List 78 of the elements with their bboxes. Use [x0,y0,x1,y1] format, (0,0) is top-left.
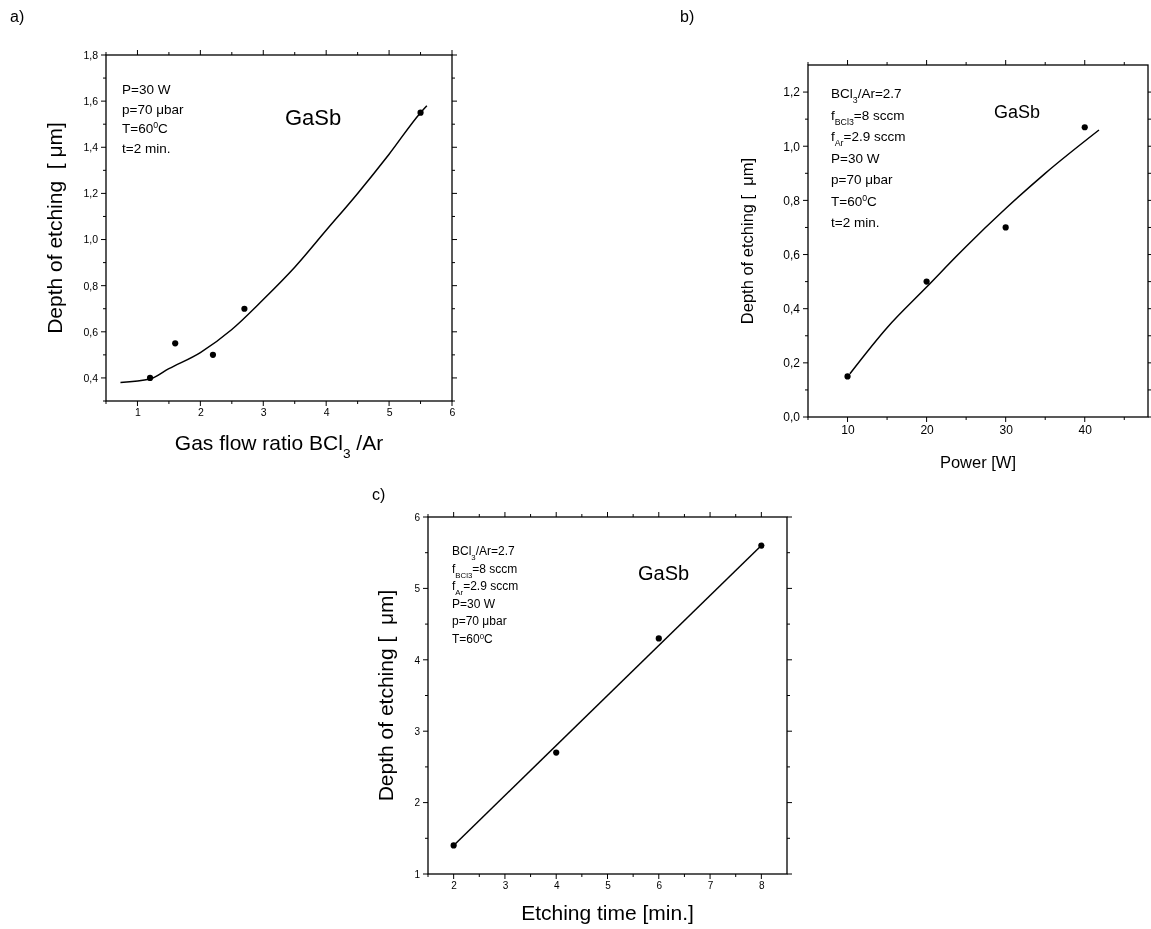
x-axis-title: Etching time [min.] [521,901,694,924]
y-tick-label: 0,8 [83,279,99,292]
x-axis-title: Power [W] [939,453,1017,471]
x-tick-label: 5 [605,880,612,892]
annotation: P=30 W [452,596,496,611]
annotation: GaSb [994,102,1041,122]
point [1002,224,1009,231]
annotation: p=70 μbar [831,172,893,187]
annotation: p=70 μbar [452,614,507,629]
annotation: T=60$^{0}$C [122,120,169,136]
x-tick-label: 2 [197,406,204,419]
y-tick-label: 6 [414,511,421,523]
point [844,373,851,380]
y-tick-label: 1,8 [83,48,99,61]
y-tick-label: 0,4 [83,371,99,384]
annotation: t=2 min. [122,140,171,156]
annotation: T=60$^{0}$C [831,192,878,209]
x-tick-label: 8 [759,880,766,892]
chart-title: b) [680,8,695,25]
annotation: t=2 min. [831,215,880,230]
y-tick-label: 1,4 [83,141,99,154]
x-tick-label: 2 [451,880,458,892]
x-tick-label: 3 [260,406,267,419]
point [758,542,765,549]
point [172,340,179,347]
y-tick-label: 0,4 [783,302,801,317]
chart-title: a) [10,8,25,25]
annotation: P=30 W [831,150,880,166]
point [209,351,217,358]
y-tick-label: 1,2 [783,85,801,100]
x-tick-label: 6 [656,880,663,892]
point [553,749,560,756]
x-tick-label: 4 [553,880,560,892]
y-tick-label: 0,8 [783,193,801,208]
x-tick-label: 7 [707,880,714,892]
annotation: f$_{Ar}$=2.9 sccm [831,129,906,148]
annotation: BCl$_{3}$/Ar=2.7 [831,86,902,105]
annotation: GaSb [285,105,342,130]
point [923,278,930,285]
y-tick-label: 0,0 [783,410,801,425]
y-tick-label: 1,2 [83,187,99,200]
y-tick-label: 1,6 [83,94,99,107]
x-tick-label: 40 [1078,422,1093,437]
x-tick-label: 5 [386,406,393,419]
y-axis-title: Depth of etching [ μm] [738,157,756,325]
y-tick-label: 0,6 [783,247,801,262]
annotation: P=30 W [122,82,171,97]
y-tick-label: 0,6 [83,325,99,338]
y-tick-label: 0,2 [783,356,801,371]
annotation: p=70 μbar [122,101,184,117]
x-tick-label: 6 [449,406,456,419]
x-tick-label: 3 [502,880,509,892]
point [1081,124,1088,131]
y-axis-title: Depth of etching [ μm] [374,589,397,802]
y-tick-label: 1 [414,868,421,880]
y-tick-label: 3 [414,725,421,737]
y-tick-label: 1,0 [783,139,801,154]
y-tick-label: 1,0 [83,233,99,246]
x-tick-label: 10 [841,422,856,437]
annotation: GaSb [638,562,690,584]
y-axis-title: Depth of etching [ μm] [43,122,66,334]
chart-title: c) [372,486,386,503]
line-series [119,105,428,384]
x-tick-label: 1 [135,406,142,419]
point [655,635,662,642]
x-tick-label: 30 [999,422,1014,437]
y-tick-label: 4 [414,654,421,666]
annotation: T=60$^{0}$C [452,631,494,646]
point [241,305,248,312]
x-axis-title: Gas flow ratio BCl$_{3}$ /Ar [174,431,384,461]
annotation: f$_{BCl3}$=8 sccm [831,107,905,127]
annotation: f$_{BCl3}$=8 sccm [452,561,518,580]
x-tick-label: 20 [920,422,935,437]
annotation: BCl$_{3}$/Ar=2.7 [452,544,516,562]
x-tick-label: 4 [323,406,330,419]
y-tick-label: 2 [414,797,421,809]
y-tick-label: 5 [414,583,421,595]
annotation: f$_{Ar}$=2.9 sccm [452,579,519,597]
